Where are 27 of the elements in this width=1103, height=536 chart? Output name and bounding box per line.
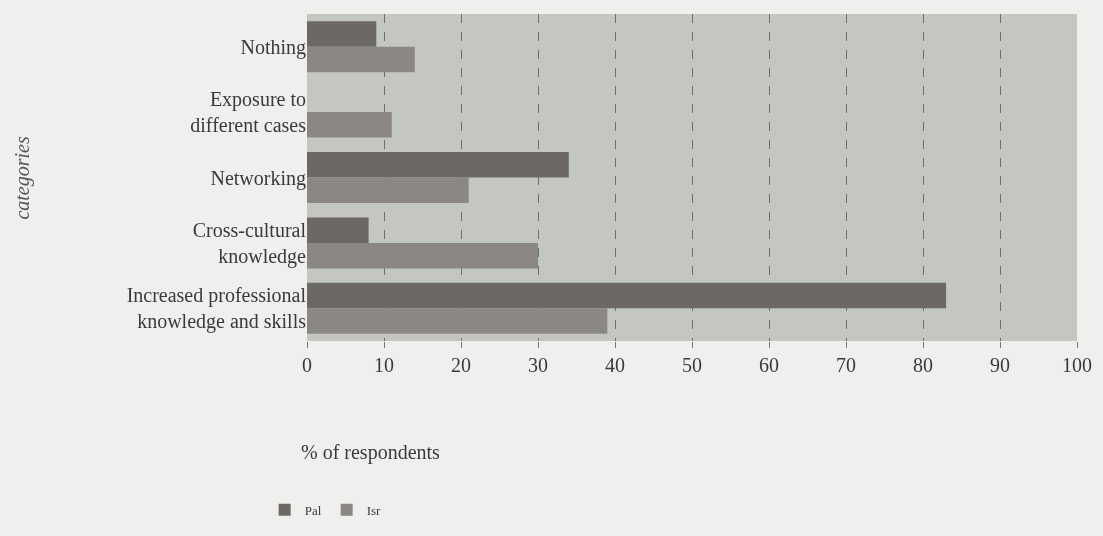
bar <box>307 242 538 269</box>
x-tick-label: 60 <box>759 354 779 376</box>
x-tick-label: 80 <box>913 354 933 376</box>
x-tick-label: 70 <box>836 354 856 376</box>
x-tick-label: 30 <box>528 354 548 376</box>
y-tick-label: Networking <box>210 166 306 190</box>
bar <box>307 46 415 73</box>
y-axis-title: categories <box>10 136 34 220</box>
y-tick-label: Exposure to different cases <box>190 88 307 137</box>
bar <box>307 217 369 243</box>
bar <box>307 21 377 47</box>
x-tick-label: 40 <box>605 354 625 376</box>
y-tick-label: Increased professional knowledge and skills <box>126 284 307 334</box>
legend-label: Pal <box>304 502 322 518</box>
bar <box>307 308 608 334</box>
bar <box>307 177 469 204</box>
bar <box>307 112 392 138</box>
x-tick-label: 90 <box>990 354 1010 376</box>
x-axis-title: % of respondents <box>301 441 441 464</box>
x-tick-label: 10 <box>374 354 394 376</box>
x-tick-label: 20 <box>451 354 471 376</box>
x-tick-label: 100 <box>1062 354 1092 376</box>
legend-label: Isr <box>366 502 382 518</box>
x-tick-label: 0 <box>302 354 312 376</box>
y-tick-label: Cross-cultural knowledge <box>192 218 307 268</box>
x-tick-label: 50 <box>682 354 702 376</box>
y-tick-label: Nothing <box>240 35 306 59</box>
